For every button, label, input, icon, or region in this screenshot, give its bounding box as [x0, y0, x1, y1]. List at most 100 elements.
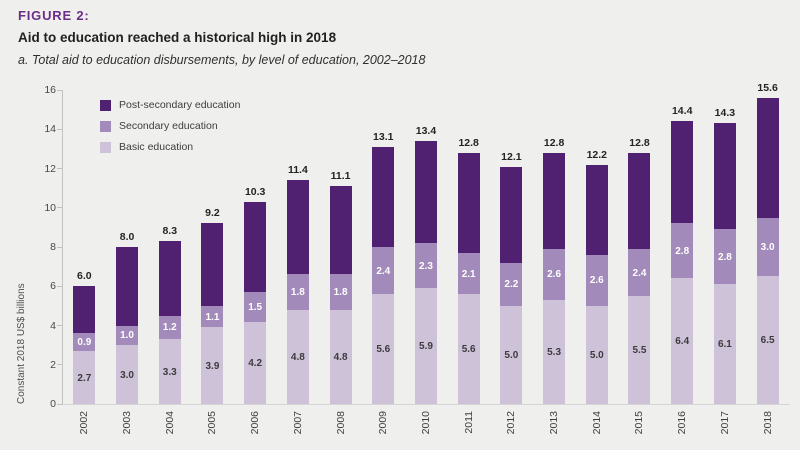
- bar-segment-secondary: [73, 333, 96, 351]
- bar-segment-post-secondary: [372, 146, 395, 247]
- secondary-value-label: 2.3: [419, 260, 433, 272]
- bar-segment-secondary: [585, 254, 608, 306]
- x-axis-year-label: 2018: [746, 411, 789, 434]
- y-tick-label: 10: [44, 201, 56, 214]
- stacked-bar: [713, 123, 736, 404]
- stacked-bar: [116, 247, 139, 404]
- bar-group: 13.1 5.6 2.4 2009: [362, 90, 405, 434]
- legend-item: Basic education: [100, 141, 240, 153]
- year-text: 2015: [633, 411, 646, 435]
- bar-segment-basic: [457, 294, 480, 404]
- bar-group: 12.8 5.5 2.4 2015: [618, 90, 661, 434]
- bar-segment-secondary: [671, 223, 694, 279]
- bar-segment-post-secondary: [543, 152, 566, 249]
- y-tick-label: 14: [44, 123, 56, 136]
- bar-segment-basic: [414, 288, 437, 404]
- plot-area: 6.0 2.7 0.9 2002 8.0 3.0 1.0 2003 8.3 3.3 1.2 2004 9…: [44, 82, 790, 434]
- bar-segment-post-secondary: [73, 286, 96, 334]
- figure-title: Aid to education reached a historical hi…: [18, 30, 337, 45]
- bar-segment-post-secondary: [671, 121, 694, 224]
- bar-segment-post-secondary: [628, 152, 651, 249]
- legend-item: Post-secondary education: [100, 99, 240, 111]
- year-text: 2012: [505, 411, 518, 435]
- stacked-bar-chart: Constant 2018 US$ billions 6.0 2.7 0.9 2002…: [0, 82, 800, 450]
- bar-segment-post-secondary: [158, 241, 181, 316]
- basic-value-label: 5.0: [504, 349, 519, 361]
- bar-segment-basic: [201, 327, 224, 404]
- bar-segment-secondary: [457, 252, 480, 295]
- x-axis-baseline: [63, 404, 790, 405]
- y-tick-mark: [57, 325, 63, 326]
- x-axis-year-label: 2013: [533, 411, 576, 434]
- year-text: 2006: [249, 411, 262, 435]
- stacked-bar: [628, 152, 651, 404]
- secondary-value-label: 1.5: [248, 301, 263, 313]
- y-tick-mark: [57, 128, 63, 130]
- basic-value-label: 4.8: [333, 351, 348, 363]
- y-tick-mark: [57, 89, 63, 91]
- y-tick-mark: [57, 168, 63, 169]
- secondary-value-label: 2.1: [461, 268, 476, 280]
- y-tick-label: 8: [50, 241, 56, 253]
- legend-swatch-icon: [100, 99, 111, 111]
- bar-segment-secondary: [628, 248, 651, 297]
- bar-group: 14.4 6.4 2.8 2016: [661, 90, 704, 434]
- stacked-bar: [756, 97, 779, 404]
- basic-value-label: 2.7: [77, 372, 92, 384]
- year-text: 2004: [163, 411, 176, 435]
- secondary-value-label: 2.2: [504, 279, 519, 291]
- bar-segment-post-secondary: [414, 141, 437, 244]
- bar-segment-post-secondary: [116, 247, 139, 326]
- stacked-bar: [244, 201, 267, 404]
- bar-segment-secondary: [286, 274, 309, 310]
- x-axis-year-label: 2014: [575, 411, 618, 434]
- total-value-label: 6.0: [77, 270, 92, 283]
- year-text: 2018: [761, 411, 774, 435]
- bar-segment-post-secondary: [457, 152, 480, 253]
- bar-segment-secondary: [543, 248, 566, 300]
- bar-segment-secondary: [158, 315, 181, 340]
- total-value-label: 11.4: [287, 164, 308, 177]
- figure-subtitle: a. Total aid to education disbursements,…: [18, 53, 426, 67]
- x-axis-year-label: 2002: [63, 411, 106, 434]
- total-value-label: 9.2: [205, 207, 220, 220]
- year-text: 2008: [334, 411, 347, 435]
- secondary-value-label: 2.4: [376, 265, 391, 277]
- x-axis-year-label: 2015: [618, 411, 661, 434]
- secondary-value-label: 1.0: [120, 330, 134, 342]
- secondary-value-label: 1.1: [205, 311, 220, 323]
- stacked-bar: [73, 286, 96, 404]
- bar-group: 12.8 5.3 2.6 2013: [533, 90, 576, 434]
- x-axis-year-label: 2005: [191, 411, 234, 434]
- bar-segment-post-secondary: [329, 186, 352, 275]
- x-axis-year-label: 2008: [319, 411, 362, 434]
- figure-number-label: FIGURE 2:: [18, 8, 90, 23]
- year-text: 2003: [121, 411, 134, 435]
- bar-group: 11.4 4.8 1.8 2007: [277, 90, 320, 434]
- bar-segment-post-secondary: [500, 166, 523, 263]
- x-axis-year-label: 2009: [362, 411, 405, 434]
- stacked-bar: [500, 166, 523, 404]
- year-text: 2010: [419, 411, 432, 435]
- x-axis-year-label: 2003: [106, 411, 149, 434]
- secondary-value-label: 2.6: [547, 269, 562, 281]
- total-value-label: 15.6: [757, 81, 778, 94]
- secondary-value-label: 1.8: [333, 287, 348, 299]
- bar-segment-basic: [372, 294, 395, 404]
- x-axis-year-label: 2017: [704, 411, 747, 434]
- bar-group: 10.3 4.2 1.5 2006: [234, 90, 277, 434]
- x-axis-year-label: 2016: [661, 411, 704, 434]
- x-axis-year-label: 2012: [490, 411, 533, 434]
- bar-segment-basic: [116, 345, 139, 404]
- basic-value-label: 3.3: [162, 366, 177, 378]
- year-text: 2009: [377, 411, 390, 435]
- year-text: 2016: [676, 411, 689, 435]
- total-value-label: 13.4: [415, 125, 437, 138]
- year-text: 2014: [590, 411, 603, 435]
- total-value-label: 12.8: [458, 136, 479, 149]
- legend-swatch-icon: [100, 141, 111, 153]
- total-value-label: 11.1: [330, 170, 351, 183]
- bar-group: 14.3 6.1 2.8 2017: [704, 90, 747, 434]
- y-tick-mark: [57, 403, 63, 405]
